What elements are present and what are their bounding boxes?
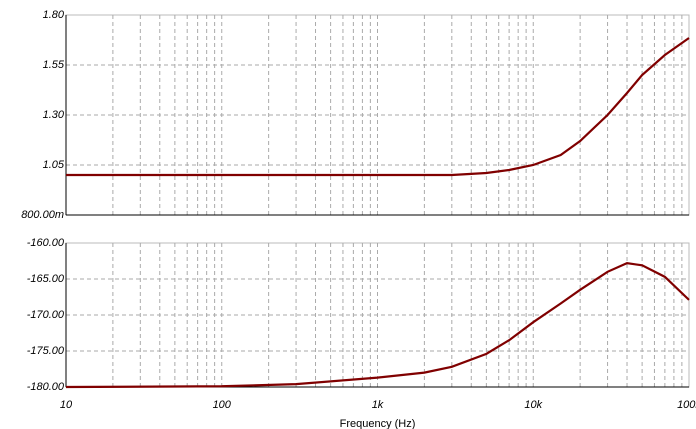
series-line bbox=[66, 37, 690, 177]
y-tick-label: 1.05 bbox=[43, 159, 65, 171]
series-line bbox=[65, 262, 690, 389]
x-tick-label: 10 bbox=[60, 399, 73, 411]
y-tick-label: -180.00 bbox=[27, 381, 65, 393]
y-tick-label: 1.55 bbox=[43, 59, 65, 71]
x-tick-label: 10k bbox=[524, 399, 542, 411]
x-tick-label: 1k bbox=[372, 399, 384, 411]
x-tick-label: 100 bbox=[213, 399, 232, 411]
y-tick-label: 800.00m bbox=[21, 209, 64, 221]
x-tick-label: 100k bbox=[677, 399, 696, 411]
x-axis-label: Frequency (Hz) bbox=[340, 418, 416, 429]
y-tick-label: -165.00 bbox=[27, 273, 65, 285]
y-tick-label: -175.00 bbox=[27, 345, 65, 357]
y-tick-label: -170.00 bbox=[27, 309, 65, 321]
y-tick-label: 1.30 bbox=[43, 109, 65, 121]
y-tick-label: -160.00 bbox=[27, 237, 65, 249]
y-tick-label: 1.80 bbox=[43, 9, 65, 21]
